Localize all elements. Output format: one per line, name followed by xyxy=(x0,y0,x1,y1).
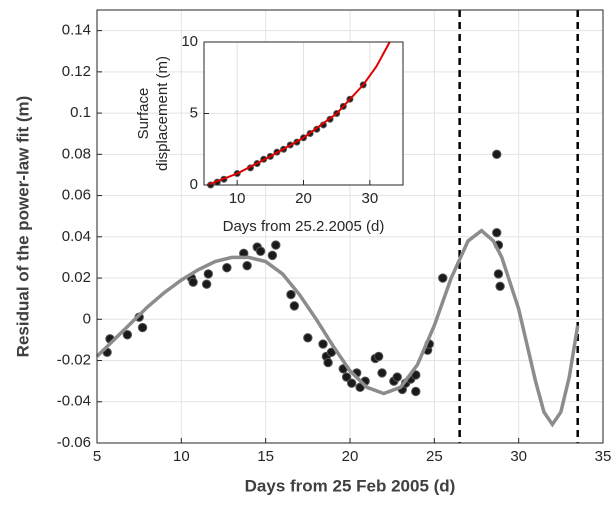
y-axis-label: Surface xyxy=(135,88,152,140)
data-point xyxy=(346,378,357,388)
x-tick-label: 30 xyxy=(510,448,527,465)
x-axis-label: Days from 25.2.2005 (d) xyxy=(223,218,385,235)
y-tick-label: 10 xyxy=(181,33,198,50)
y-tick-label: -0.02 xyxy=(57,351,91,368)
x-tick-label: 10 xyxy=(229,190,246,207)
x-tick-label: 10 xyxy=(173,448,190,465)
inset-chart: 10 20 30 0 5 10 Days from 25.2.2005 (d) Surface… xyxy=(135,33,404,235)
y-tick-label: -0.04 xyxy=(57,393,91,410)
y-tick-label: 0.02 xyxy=(62,269,91,286)
fit-curve xyxy=(206,41,391,186)
data-point xyxy=(492,149,502,160)
x-tick-label: 30 xyxy=(361,190,378,207)
data-point xyxy=(303,333,313,343)
y-tick-label: 5 xyxy=(190,104,198,121)
axes-box xyxy=(203,41,404,186)
data-point xyxy=(392,372,402,382)
data-point xyxy=(137,322,148,333)
data-point xyxy=(289,301,300,311)
data-point xyxy=(203,269,214,279)
data-point xyxy=(222,263,232,273)
data-point xyxy=(323,357,333,368)
fit-curve xyxy=(95,228,580,428)
data-point xyxy=(271,240,281,250)
data-point xyxy=(242,260,252,271)
data-point xyxy=(492,227,502,238)
x-tick-label: 15 xyxy=(257,448,274,465)
x-axis-label: Days from 25 Feb 2005 (d) xyxy=(245,476,456,495)
data-point xyxy=(373,351,384,362)
data-point xyxy=(341,372,352,382)
y-tick-label: 0.06 xyxy=(62,187,91,204)
y-tick-label: -0.06 xyxy=(57,434,91,451)
data-point xyxy=(318,339,328,349)
x-tick-label: 35 xyxy=(595,448,612,465)
data-point xyxy=(495,281,505,291)
y-tick-label: 0 xyxy=(83,310,91,327)
data-point xyxy=(286,289,296,300)
y-tick-label: 0.1 xyxy=(70,104,91,121)
data-point xyxy=(377,368,387,378)
y-tick-label: 0.14 xyxy=(62,22,91,39)
y-tick-label: 0 xyxy=(190,176,198,193)
x-tick-label: 20 xyxy=(295,190,312,207)
y-axis-label: displacement (m) xyxy=(154,56,171,171)
x-tick-label: 5 xyxy=(93,448,101,465)
y-tick-label: 0.08 xyxy=(62,145,91,162)
y-tick-label: 0.12 xyxy=(62,63,91,80)
axes-box xyxy=(96,9,604,444)
data-point xyxy=(122,330,133,340)
data-point xyxy=(267,250,278,261)
data-point xyxy=(255,246,266,256)
x-tick-label: 20 xyxy=(342,448,359,465)
data-point xyxy=(201,279,212,289)
y-tick-label: 0.04 xyxy=(62,228,91,245)
data-point xyxy=(188,277,198,287)
data-point xyxy=(411,386,421,397)
data-point xyxy=(438,273,448,283)
x-tick-label: 25 xyxy=(426,448,443,465)
y-axis-label: Residual of the power-law fit (m) xyxy=(13,96,32,358)
data-point xyxy=(493,269,504,279)
